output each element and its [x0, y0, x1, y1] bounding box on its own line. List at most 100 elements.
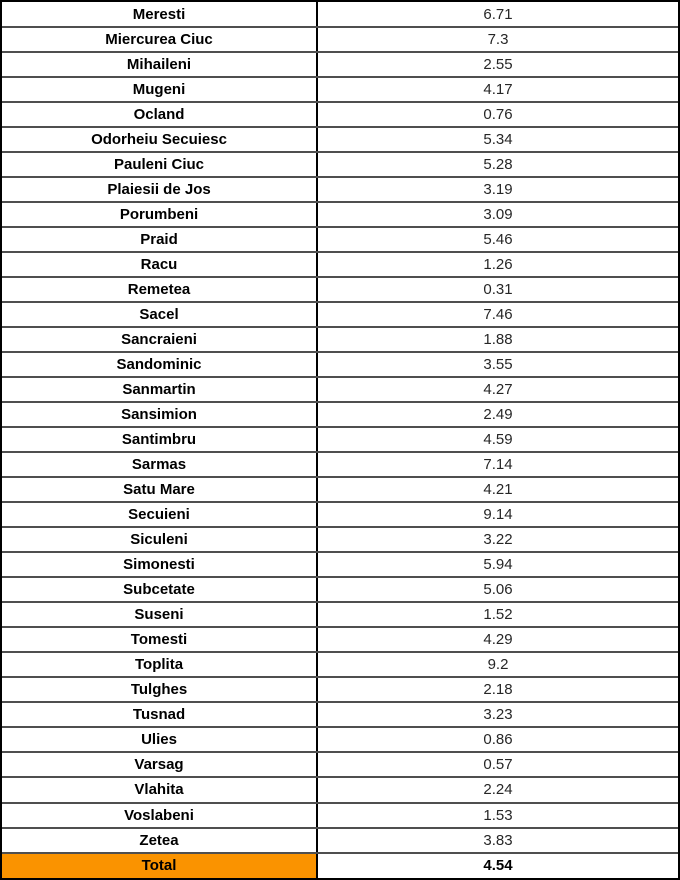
value-cell: 0.76 — [317, 102, 678, 129]
value-cell: 4.21 — [317, 477, 678, 504]
table-row: Voslabeni 1.53 — [2, 802, 678, 829]
locality-name-cell: Satu Mare — [2, 477, 319, 504]
table-row: Sancraieni 1.88 — [2, 327, 678, 354]
locality-name-cell: Porumbeni — [2, 202, 319, 229]
locality-name-cell: Ocland — [2, 102, 319, 129]
locality-name-cell: Mugeni — [2, 77, 319, 104]
value-cell: 1.88 — [317, 327, 678, 354]
table-row: Vlahita 2.24 — [2, 777, 678, 804]
value-cell: 0.57 — [317, 752, 678, 779]
locality-name-cell: Ulies — [2, 727, 319, 754]
total-row: Total 4.54 — [2, 852, 678, 878]
value-cell: 4.17 — [317, 77, 678, 104]
value-cell: 5.28 — [317, 152, 678, 179]
locality-name-cell: Toplita — [2, 652, 319, 679]
value-cell: 6.71 — [317, 2, 678, 29]
locality-name-cell: Sanmartin — [2, 377, 319, 404]
value-cell: 2.55 — [317, 52, 678, 79]
value-cell: 9.14 — [317, 502, 678, 529]
locality-name-cell: Tomesti — [2, 627, 319, 654]
locality-name-cell: Sacel — [2, 302, 319, 329]
table-row: Racu 1.26 — [2, 252, 678, 279]
value-cell: 3.09 — [317, 202, 678, 229]
locality-name-cell: Voslabeni — [2, 802, 319, 829]
table-row: Tusnad 3.23 — [2, 702, 678, 729]
table-row: Sarmas 7.14 — [2, 452, 678, 479]
table-row: Remetea 0.31 — [2, 277, 678, 304]
table-row: Odorheiu Secuiesc 5.34 — [2, 127, 678, 154]
value-cell: 5.34 — [317, 127, 678, 154]
table-row: Sanmartin 4.27 — [2, 377, 678, 404]
locality-name-cell: Praid — [2, 227, 319, 254]
locality-name-cell: Vlahita — [2, 777, 319, 804]
value-cell: 4.27 — [317, 377, 678, 404]
table-row: Satu Mare 4.21 — [2, 477, 678, 504]
table-row: Praid 5.46 — [2, 227, 678, 254]
value-cell: 5.94 — [317, 552, 678, 579]
locality-name-cell: Subcetate — [2, 577, 319, 604]
table-row: Sandominic 3.55 — [2, 352, 678, 379]
table-row: Tomesti 4.29 — [2, 627, 678, 654]
value-cell: 5.46 — [317, 227, 678, 254]
table-row: Suseni 1.52 — [2, 602, 678, 629]
locality-name-cell: Suseni — [2, 602, 319, 629]
locality-name-cell: Tulghes — [2, 677, 319, 704]
locality-name-cell: Secuieni — [2, 502, 319, 529]
locality-name-cell: Varsag — [2, 752, 319, 779]
value-cell: 7.46 — [317, 302, 678, 329]
table-row: Tulghes 2.18 — [2, 677, 678, 704]
value-cell: 2.49 — [317, 402, 678, 429]
locality-name-cell: Remetea — [2, 277, 319, 304]
value-cell: 0.86 — [317, 727, 678, 754]
locality-name-cell: Sarmas — [2, 452, 319, 479]
locality-name-cell: Odorheiu Secuiesc — [2, 127, 319, 154]
value-cell: 4.29 — [317, 627, 678, 654]
value-cell: 1.53 — [317, 802, 678, 829]
locality-name-cell: Simonesti — [2, 552, 319, 579]
locality-name-cell: Plaiesii de Jos — [2, 177, 319, 204]
locality-name-cell: Sansimion — [2, 402, 319, 429]
value-cell: 3.83 — [317, 827, 678, 854]
value-cell: 5.06 — [317, 577, 678, 604]
value-cell: 7.3 — [317, 27, 678, 54]
table-row: Siculeni 3.22 — [2, 527, 678, 554]
table-row: Sansimion 2.49 — [2, 402, 678, 429]
table-row: Simonesti 5.94 — [2, 552, 678, 579]
table-row: Zetea 3.83 — [2, 827, 678, 854]
value-cell: 2.18 — [317, 677, 678, 704]
table-row: Plaiesii de Jos 3.19 — [2, 177, 678, 204]
value-cell: 7.14 — [317, 452, 678, 479]
locality-name-cell: Zetea — [2, 827, 319, 854]
total-value-cell: 4.54 — [483, 857, 513, 875]
table-row: Santimbru 4.59 — [2, 427, 678, 454]
locality-name-cell: Mihaileni — [2, 52, 319, 79]
table-row: Ulies 0.86 — [2, 727, 678, 754]
value-cell: 3.55 — [317, 352, 678, 379]
table-row: Ocland 0.76 — [2, 102, 678, 129]
value-cell: 9.2 — [317, 652, 678, 679]
locality-name-cell: Siculeni — [2, 527, 319, 554]
table-row: Pauleni Ciuc 5.28 — [2, 152, 678, 179]
table-row: Secuieni 9.14 — [2, 502, 678, 529]
table-row: Mugeni 4.17 — [2, 77, 678, 104]
total-label-cell: Total — [2, 852, 319, 878]
locality-name-cell: Meresti — [2, 2, 319, 29]
locality-name-cell: Racu — [2, 252, 319, 279]
table-row: Toplita 9.2 — [2, 652, 678, 679]
table-row: Mihaileni 2.55 — [2, 52, 678, 79]
table-row: Meresti 6.71 — [2, 2, 678, 29]
value-cell: 3.23 — [317, 702, 678, 729]
locality-name-cell: Santimbru — [2, 427, 319, 454]
table-row: Sacel 7.46 — [2, 302, 678, 329]
value-cell: 2.24 — [317, 777, 678, 804]
table-row: Miercurea Ciuc 7.3 — [2, 27, 678, 54]
table-row: Varsag 0.57 — [2, 752, 678, 779]
value-cell: 1.26 — [317, 252, 678, 279]
table-row: Subcetate 5.06 — [2, 577, 678, 604]
locality-name-cell: Pauleni Ciuc — [2, 152, 319, 179]
table-row: Porumbeni 3.09 — [2, 202, 678, 229]
value-cell: 1.52 — [317, 602, 678, 629]
locality-name-cell: Sancraieni — [2, 327, 319, 354]
